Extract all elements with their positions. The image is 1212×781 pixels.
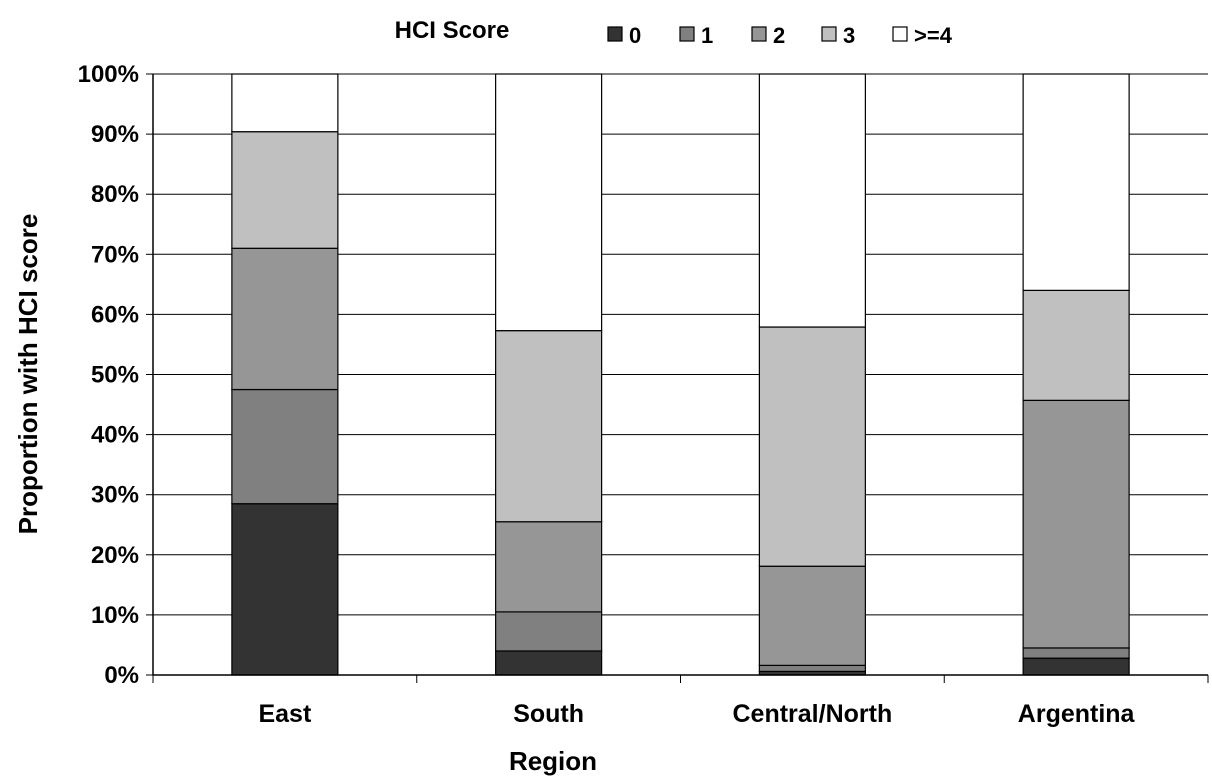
y-tick-label: 20% (91, 542, 139, 569)
legend-swatch (751, 26, 767, 42)
bar-segment (1022, 399, 1130, 649)
y-tick-label: 60% (91, 301, 139, 328)
legend-label: 3 (843, 23, 855, 48)
bar-segment (1022, 657, 1130, 676)
x-tick-label: East (258, 700, 311, 728)
bar-segment (758, 326, 866, 567)
y-tick-label: 30% (91, 482, 139, 509)
bars (231, 73, 1130, 676)
y-tick-label: 0% (104, 662, 139, 689)
legend-swatch (679, 26, 695, 42)
legend-label: 0 (629, 23, 641, 48)
x-tick-label: Central/North (733, 700, 893, 728)
legend-label: 1 (701, 23, 713, 48)
bar-segment (231, 131, 339, 249)
y-tick-label: 40% (91, 422, 139, 449)
y-axis-title: Proportion with HCI score (13, 214, 43, 535)
bar-segment (231, 388, 339, 505)
axes: 0% 10% 20% 30% 40% 50% 60% 70% 80% 90% 100% East Sou… (78, 61, 1209, 728)
x-axis-title: Region (509, 746, 597, 776)
bar-segment (758, 565, 866, 666)
x-tick-label: Argentina (1018, 700, 1136, 728)
bar-segment (495, 611, 603, 652)
bar-segment (495, 73, 603, 332)
bar-segment (495, 521, 603, 613)
legend: 0 1 2 3 >=4 (607, 23, 953, 48)
bar-segment (1022, 647, 1130, 659)
legend-label: >=4 (914, 23, 953, 48)
bar-segment (1022, 73, 1130, 291)
bar-segment (758, 664, 866, 672)
x-tick-label: South (513, 700, 584, 728)
bar-segment (758, 73, 866, 328)
bar-segment (231, 247, 339, 391)
legend-swatch (821, 26, 837, 42)
legend-title: HCI Score (395, 17, 510, 44)
y-tick-label: 70% (91, 241, 139, 268)
y-tick-label: 90% (91, 121, 139, 148)
bar-segment (1022, 289, 1130, 401)
y-tick-label: 100% (78, 61, 139, 88)
y-tick-label: 50% (91, 362, 139, 389)
bar-segment (495, 330, 603, 523)
bar-segment (495, 650, 603, 676)
legend-label: 2 (773, 23, 785, 48)
legend-swatch (892, 26, 908, 42)
bar-segment (231, 73, 339, 133)
legend-swatch (607, 26, 623, 42)
y-tick-label: 80% (91, 181, 139, 208)
bar-segment (231, 503, 339, 676)
y-tick-label: 10% (91, 602, 139, 629)
